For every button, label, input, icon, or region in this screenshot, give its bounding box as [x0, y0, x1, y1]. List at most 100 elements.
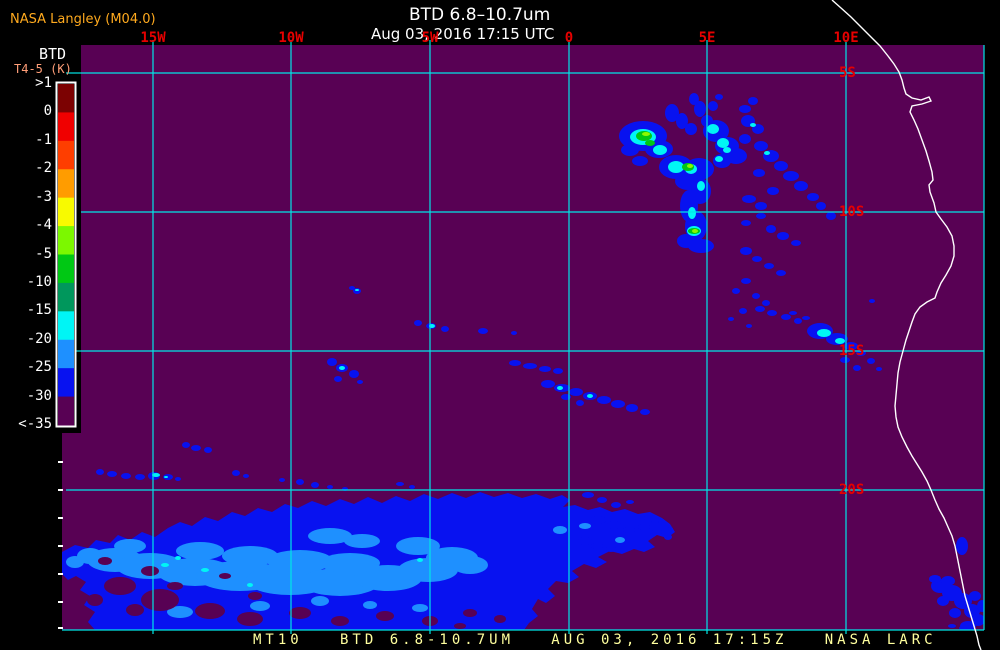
cloud-patch-lightblue	[267, 550, 333, 572]
cloud-core-lime	[692, 229, 698, 233]
cloud-gap	[141, 589, 179, 611]
cloud-patch-blue	[296, 479, 304, 485]
cloud-patch-blue	[635, 515, 645, 521]
cloud-gap	[141, 566, 159, 576]
cloud-patch-blue	[409, 485, 415, 489]
cloud-patch-blue	[243, 474, 249, 478]
cloud-patch-blue	[794, 318, 802, 324]
cloud-patch-lightblue	[452, 556, 488, 574]
cloud-patch-blue	[121, 473, 131, 479]
cloud-patch-blue	[334, 376, 342, 382]
cloud-patch-blue	[621, 144, 639, 156]
minor-tick	[58, 545, 63, 547]
cloud-patch-blue	[541, 380, 555, 388]
graticule	[62, 40, 985, 634]
cloud-patch-blue	[959, 626, 967, 630]
cloud-patch-lightblue	[308, 528, 352, 544]
minor-tick	[58, 627, 63, 629]
colorbar-tick-label: -5	[35, 245, 52, 262]
cloud-patch-blue	[611, 400, 625, 408]
cloud-gap	[331, 616, 349, 626]
cloud-gap	[463, 609, 477, 617]
cloud-patch-blue	[869, 299, 875, 303]
cloud-core-cyan	[668, 161, 684, 173]
cloud-core-cyan	[715, 156, 723, 162]
cloud-patch-blue	[802, 316, 810, 320]
cloud-gap	[98, 557, 112, 565]
cloud-core-cyan	[247, 583, 253, 587]
cloud-patch-blue	[756, 213, 766, 219]
cloud-patch-blue	[539, 366, 551, 372]
colorbar-tick-label: -30	[26, 387, 52, 404]
colorbar-tick-label: -4	[35, 217, 52, 234]
cloud-patch-blue	[349, 286, 355, 290]
cloud-gap	[376, 611, 394, 621]
cloud-patch-blue	[783, 171, 799, 181]
cloud-patch-blue	[777, 232, 789, 240]
cloud-patch-blue	[591, 543, 603, 549]
cloud-core-cyan	[164, 476, 168, 478]
lon-label: 0	[564, 30, 574, 46]
cloud-patch-blue	[732, 288, 740, 294]
cloud-patch-blue	[191, 445, 201, 451]
cloud-patch-blue	[941, 576, 955, 586]
cloud-patch-blue	[767, 187, 779, 195]
cloud-gap	[167, 582, 183, 590]
colorbar-tick-label: -10	[26, 273, 52, 290]
cloud-core-cyan	[764, 151, 770, 155]
cloud-core-cyan	[339, 366, 345, 370]
lat-label: 10S	[839, 204, 865, 220]
cloud-core-cyan	[697, 181, 705, 191]
cloud-patch-blue	[623, 527, 635, 533]
cloud-patch-blue	[739, 308, 747, 314]
cloud-patch-blue	[789, 311, 797, 315]
colorbar-title: BTD	[39, 45, 67, 63]
cloud-patch-blue	[578, 537, 592, 545]
cloud-patch-blue	[794, 181, 808, 191]
cloud-patch-blue	[948, 624, 956, 628]
cloud-patch-blue	[576, 400, 584, 406]
cloud-patch-lightblue	[250, 601, 270, 611]
cloud-core-cyan	[750, 123, 756, 127]
cloud-patch-lightblue	[553, 526, 567, 534]
cloud-core-cyan	[161, 563, 169, 567]
minor-tick	[58, 489, 63, 491]
cloud-patch-blue	[929, 575, 941, 583]
cloud-core-cyan	[152, 473, 160, 477]
cloud-patch-blue	[774, 161, 788, 171]
lon-label: 5W	[421, 30, 439, 46]
cloud-core-cyan	[417, 558, 423, 562]
cloud-patch-blue	[715, 94, 723, 100]
cloud-patch-blue	[713, 154, 731, 168]
cloud-patch-blue	[509, 360, 521, 366]
cloud-patch-blue	[553, 368, 563, 374]
cloud-patch-blue	[739, 134, 751, 144]
cloud-patch-blue	[840, 357, 850, 363]
cloud-patch-blue	[667, 527, 673, 531]
cloud-patch-blue	[414, 320, 422, 326]
cloud-patch-blue	[977, 600, 984, 612]
cloud-patch-blue	[606, 546, 616, 552]
colorbar-bin	[58, 254, 74, 284]
cloud-patch-blue	[752, 124, 764, 134]
cloud-patch-blue	[396, 482, 404, 486]
cloud-patch-blue	[327, 485, 333, 489]
cloud-patch-lightblue	[167, 606, 193, 618]
cloud-gap	[195, 603, 225, 619]
colorbar-bin	[58, 84, 74, 113]
lon-label: 10W	[278, 30, 304, 46]
cloud-core-lime	[642, 132, 650, 136]
lat-label: 20S	[839, 482, 865, 498]
cloud-patch-lightblue	[320, 553, 380, 573]
cloud-patch-blue	[746, 324, 752, 328]
cloud-patch-blue	[441, 326, 449, 332]
cloud-patch-blue	[569, 388, 583, 396]
cloud-patch-blue	[651, 520, 659, 524]
coastline	[831, 0, 982, 650]
colorbar-tick-label: -2	[35, 160, 52, 177]
cloud-patch-blue	[204, 447, 212, 453]
cloud-patch-lightblue	[311, 596, 329, 606]
cloud-patch-blue	[767, 310, 777, 316]
colorbar-tick-label: -15	[26, 302, 52, 319]
cloud-gap	[289, 607, 311, 619]
